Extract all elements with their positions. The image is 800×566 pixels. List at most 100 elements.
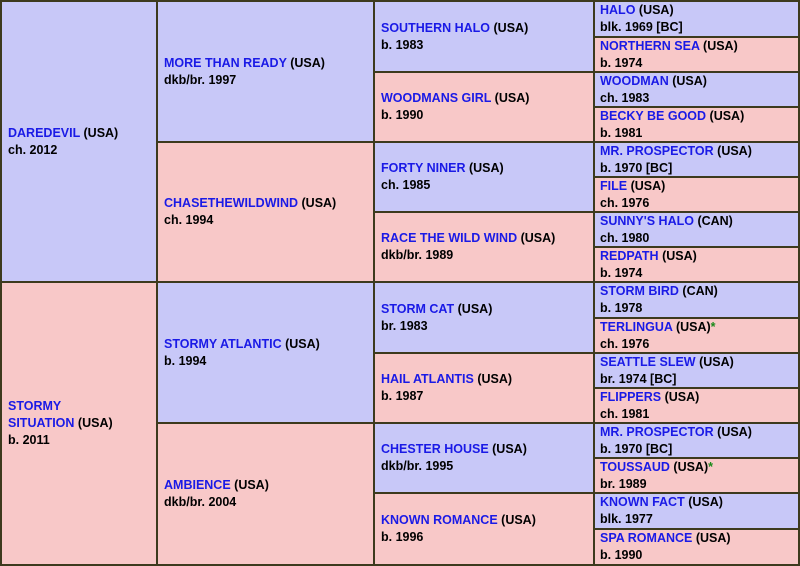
pedigree-cell-gen4: MR. PROSPECTOR (USA) b. 1970 [BC] [595,424,798,457]
pedigree-cell-gen4: KNOWN FACT (USA) blk. 1977 [595,494,798,528]
horse-name-link[interactable]: WOODMANS GIRL [381,91,492,105]
pedigree-cell-gen3: WOODMANS GIRL (USA) b. 1990 [375,73,593,141]
pedigree-cell-gen4: REDPATH (USA) b. 1974 [595,248,798,281]
horse-info: ch. 1976 [600,195,650,210]
horse-country: (USA) [703,38,738,53]
horse-country: (USA) [290,55,325,70]
horse-info: ch. 2012 [8,142,58,157]
horse-info: blk. 1969 [BC] [600,20,683,34]
horse-name-link[interactable]: SUNNY'S HALO [600,213,694,228]
pedigree-cell-gen3: KNOWN ROMANCE (USA) b. 1996 [375,494,593,564]
pedigree-cell-gen4: FILE (USA) ch. 1976 [595,178,798,211]
horse-country: (USA) [520,231,556,245]
horse-name-link[interactable]: REDPATH [600,248,659,263]
horse-info: ch. 1981 [600,406,650,421]
horse-name-link[interactable]: TOUSSAUD [600,459,670,474]
horse-country: (USA) [688,495,723,509]
horse-name-link[interactable]: KNOWN FACT [600,495,685,509]
horse-info: ch. 1980 [600,230,650,245]
horse-name-link[interactable]: FORTY NINER [381,161,466,175]
horse-info: dkb/br. 1997 [164,72,237,87]
notable-star-mark: * [710,319,716,334]
horse-country: (USA) [234,478,269,492]
pedigree-cell-gen3: FORTY NINER (USA) ch. 1985 [375,143,593,211]
pedigree-cell-gen4: SUNNY'S HALO (CAN) ch. 1980 [595,213,798,246]
pedigree-cell-gen4: SEATTLE SLEW (USA) br. 1974 [BC] [595,354,798,387]
horse-country: (USA) [709,108,745,123]
pedigree-cell-gen4: WOODMAN (USA) ch. 1983 [595,73,798,106]
horse-info: blk. 1977 [600,512,653,526]
horse-name-link[interactable]: STORMY ATLANTIC [164,336,282,351]
horse-info: b. 1990 [600,548,643,562]
pedigree-cell-gen4: NORTHERN SEA (USA) b. 1974 [595,38,798,71]
horse-name-link[interactable]: HALO [600,3,636,17]
pedigree-cell-gen3: RACE THE WILD WIND (USA) dkb/br. 1989 [375,213,593,281]
horse-name-link[interactable]: FILE [600,178,628,193]
pedigree-cell-gen4: SPA ROMANCE (USA) b. 1990 [595,530,798,564]
horse-name-link[interactable]: FLIPPERS [600,389,662,404]
horse-country: (USA) [699,354,734,369]
pedigree-cell-gen3: HAIL ATLANTIS (USA) b. 1987 [375,354,593,422]
pedigree-cell-sire-dam: CHASETHEWILDWIND (USA) ch. 1994 [158,143,373,281]
horse-name-link[interactable]: SOUTHERN HALO [381,20,491,35]
horse-info: dkb/br. 2004 [164,495,237,509]
horse-name-link[interactable]: STORM CAT [381,301,455,316]
horse-name-link[interactable]: CHASETHEWILDWIND [164,196,299,210]
horse-name-link[interactable]: KNOWN ROMANCE [381,513,498,527]
horse-info: b. 1990 [381,108,424,122]
horse-country: (USA) [638,3,674,17]
horse-name-link[interactable]: MR. PROSPECTOR [600,424,714,439]
horse-name-link[interactable]: AMBIENCE [164,478,231,492]
horse-info: b. 1994 [164,353,207,368]
horse-name-link[interactable]: MR. PROSPECTOR [600,143,714,158]
pedigree-cell-gen4: TERLINGUA (USA)* ch. 1976 [595,319,798,352]
horse-name-link[interactable]: SPA ROMANCE [600,531,693,545]
horse-country: (USA) [664,389,700,404]
horse-name-link[interactable]: MORE THAN READY [164,55,287,70]
horse-name-link[interactable]: NORTHERN SEA [600,38,700,53]
horse-name-link[interactable]: CHESTER HOUSE [381,442,489,456]
horse-country: (USA) [695,531,731,545]
horse-country: (USA) [83,125,119,140]
pedigree-cell-dam-dam: AMBIENCE (USA) dkb/br. 2004 [158,424,373,564]
horse-name-link[interactable]: TERLINGUA [600,319,673,334]
horse-country: (CAN) [682,284,718,298]
horse-country: (USA) [492,442,527,456]
horse-info: b. 1996 [381,530,424,544]
pedigree-cell-gen4: STORM BIRD (CAN) b. 1978 [595,283,798,317]
horse-info: ch. 1985 [381,178,431,192]
horse-name-link[interactable]: WOODMAN [600,73,669,88]
notable-star-mark: * [708,459,713,474]
horse-country: (USA) [493,20,529,35]
horse-country: (USA) [285,336,320,351]
horse-country: (USA) [468,161,504,175]
horse-country: (USA) [673,459,709,474]
horse-info: br. 1989 [600,476,647,491]
horse-name-link[interactable]: DAREDEVIL [8,125,81,140]
horse-info: b. 1981 [600,125,643,140]
horse-info: ch. 1994 [164,213,214,227]
horse-name-link[interactable]: STORM BIRD [600,284,679,298]
horse-info: br. 1974 [BC] [600,371,677,386]
horse-info: br. 1983 [381,318,428,333]
horse-info: b. 1970 [BC] [600,160,673,175]
pedigree-cell-gen4: FLIPPERS (USA) ch. 1981 [595,389,798,422]
horse-name-link[interactable]: HAIL ATLANTIS [381,372,474,386]
horse-country: (USA) [457,301,493,316]
horse-country: (USA) [630,178,666,193]
horse-name-link[interactable]: SITUATION [8,416,75,430]
pedigree-cell-dam-sire: STORMY ATLANTIC (USA) b. 1994 [158,283,373,422]
pedigree-cell-dam: STORMY SITUATION (USA) b. 2011 [2,283,156,564]
horse-country: (USA) [494,91,530,105]
horse-name-link[interactable]: STORMY [8,399,62,413]
horse-name-link[interactable]: RACE THE WILD WIND [381,231,518,245]
horse-info: b. 1978 [600,301,643,315]
horse-info: ch. 1983 [600,90,650,105]
horse-name-link[interactable]: SEATTLE SLEW [600,354,696,369]
pedigree-cell-gen3: CHESTER HOUSE (USA) dkb/br. 1995 [375,424,593,492]
horse-name-link[interactable]: BECKY BE GOOD [600,108,707,123]
horse-country: (USA) [77,416,113,430]
horse-info: b. 1974 [600,265,643,280]
pedigree-cell-gen4: BECKY BE GOOD (USA) b. 1981 [595,108,798,141]
